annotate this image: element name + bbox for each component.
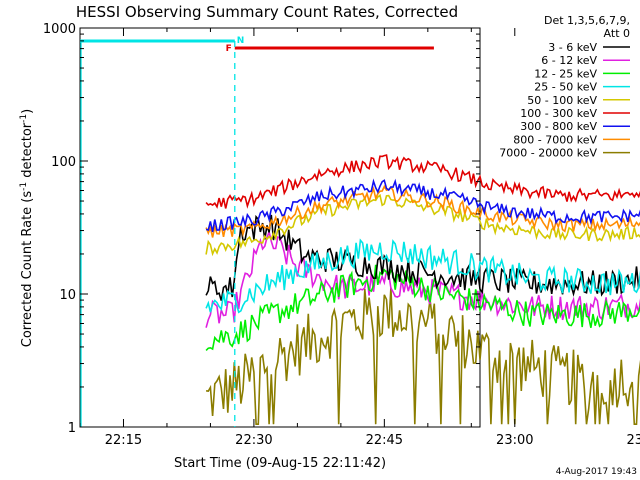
y-tick-label: 1000 bbox=[43, 22, 76, 37]
x-tick-label: 23:00 bbox=[496, 433, 533, 448]
y-axis-label: Corrected Count Rate (s-1 detector-1) bbox=[19, 109, 35, 347]
legend-item-label: 12 - 25 keV bbox=[534, 67, 597, 80]
legend-item-label: 7000 - 20000 keV bbox=[499, 147, 597, 160]
y-tick-label: 10 bbox=[59, 288, 76, 303]
x-tick-label: 22:15 bbox=[105, 433, 142, 448]
x-tick-label: 23:15 bbox=[626, 433, 640, 448]
legend-item-label: 300 - 800 keV bbox=[520, 120, 597, 133]
series-800-7000keV bbox=[205, 184, 640, 238]
legend-item-label: 3 - 6 keV bbox=[548, 41, 597, 54]
flare-label: F bbox=[226, 44, 232, 54]
series-25-50keV bbox=[205, 238, 640, 314]
saa-label: N bbox=[237, 36, 245, 46]
x-axis-label: Start Time (09-Aug-15 22:11:42) bbox=[174, 456, 386, 471]
legend-header-1: Det 1,3,5,6,7,9, bbox=[544, 14, 630, 27]
series-50-100keV bbox=[205, 193, 640, 257]
y-axis: 1 10 100 1000 bbox=[43, 22, 480, 436]
series-6-12keV bbox=[205, 228, 640, 328]
series-7000-20000keV bbox=[205, 287, 640, 425]
legend-item-label: 25 - 50 keV bbox=[534, 81, 597, 94]
annotation-layer: FN bbox=[80, 36, 434, 427]
x-tick-label: 22:30 bbox=[235, 433, 272, 448]
x-tick-label: 22:45 bbox=[366, 433, 403, 448]
legend-item-label: 100 - 300 keV bbox=[520, 107, 597, 120]
legend-item-label: 6 - 12 keV bbox=[541, 54, 597, 67]
footer-timestamp: 4-Aug-2017 19:43 bbox=[556, 467, 637, 477]
y-tick-label: 100 bbox=[51, 155, 76, 170]
y-tick-label: 1 bbox=[68, 421, 76, 436]
series-12-25keV bbox=[205, 264, 640, 351]
series-layer bbox=[205, 154, 640, 425]
series-100-300keV bbox=[205, 154, 640, 209]
legend-header-2: Att 0 bbox=[604, 27, 630, 40]
legend-item-label: 50 - 100 keV bbox=[527, 94, 597, 107]
plot-frame bbox=[79, 27, 481, 428]
chart-title: HESSI Observing Summary Count Rates, Cor… bbox=[76, 3, 458, 21]
series-300-800keV bbox=[205, 178, 640, 233]
legend-item-label: 800 - 7000 keV bbox=[513, 133, 597, 146]
